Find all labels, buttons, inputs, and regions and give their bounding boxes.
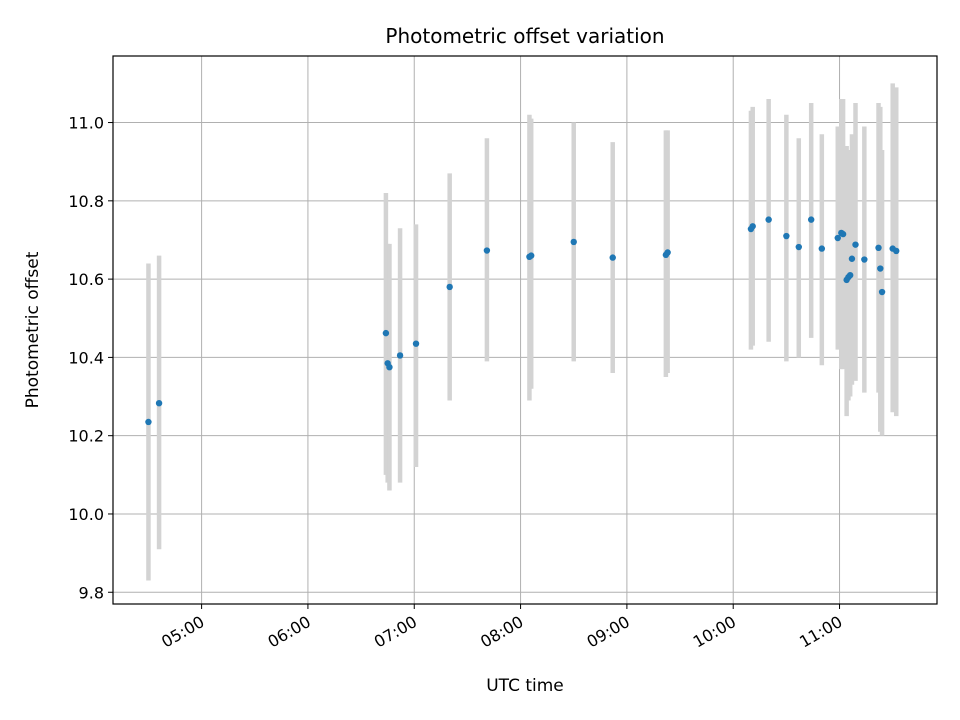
data-point [765, 216, 772, 223]
data-point [412, 340, 420, 347]
data-point [861, 256, 868, 263]
data-point [878, 288, 886, 296]
data-point [386, 363, 393, 371]
y-tick-label: 10.0 [68, 505, 104, 524]
data-point [818, 245, 826, 252]
plot-frame [112, 55, 938, 605]
y-tick-label: 10.8 [68, 192, 104, 211]
data-points [145, 216, 900, 426]
data-point [664, 249, 671, 256]
data-point [783, 232, 790, 240]
data-point [570, 238, 577, 246]
data-point [749, 223, 756, 230]
y-tick-label: 10.4 [68, 348, 104, 367]
data-point [145, 418, 152, 426]
data-point [834, 234, 841, 242]
data-point [839, 230, 847, 238]
y-tick-label: 11.0 [68, 114, 104, 133]
data-point [155, 399, 163, 407]
data-point [807, 216, 815, 223]
data-point [875, 244, 882, 251]
x-axis-title: UTC time [486, 676, 564, 696]
data-point [396, 352, 404, 359]
data-point [893, 247, 900, 255]
y-tick-label: 10.6 [68, 270, 104, 289]
y-tick-label: 10.2 [68, 427, 104, 446]
y-tick-label: 9.8 [79, 583, 104, 602]
data-point [382, 329, 390, 337]
data-point [446, 283, 453, 291]
y-axis-ticks: 9.8 10.0 10.2 10.4 10.6 10.8 11.0 [68, 114, 113, 602]
data-point [528, 252, 535, 259]
data-point [795, 243, 802, 251]
data-point [848, 255, 856, 262]
data-point [852, 241, 859, 248]
chart-title: Photometric offset variation [385, 24, 664, 48]
data-point [846, 272, 854, 279]
y-axis-title: Photometric offset [23, 251, 43, 408]
data-point [609, 254, 616, 261]
data-point [877, 265, 884, 272]
data-point [483, 247, 491, 254]
